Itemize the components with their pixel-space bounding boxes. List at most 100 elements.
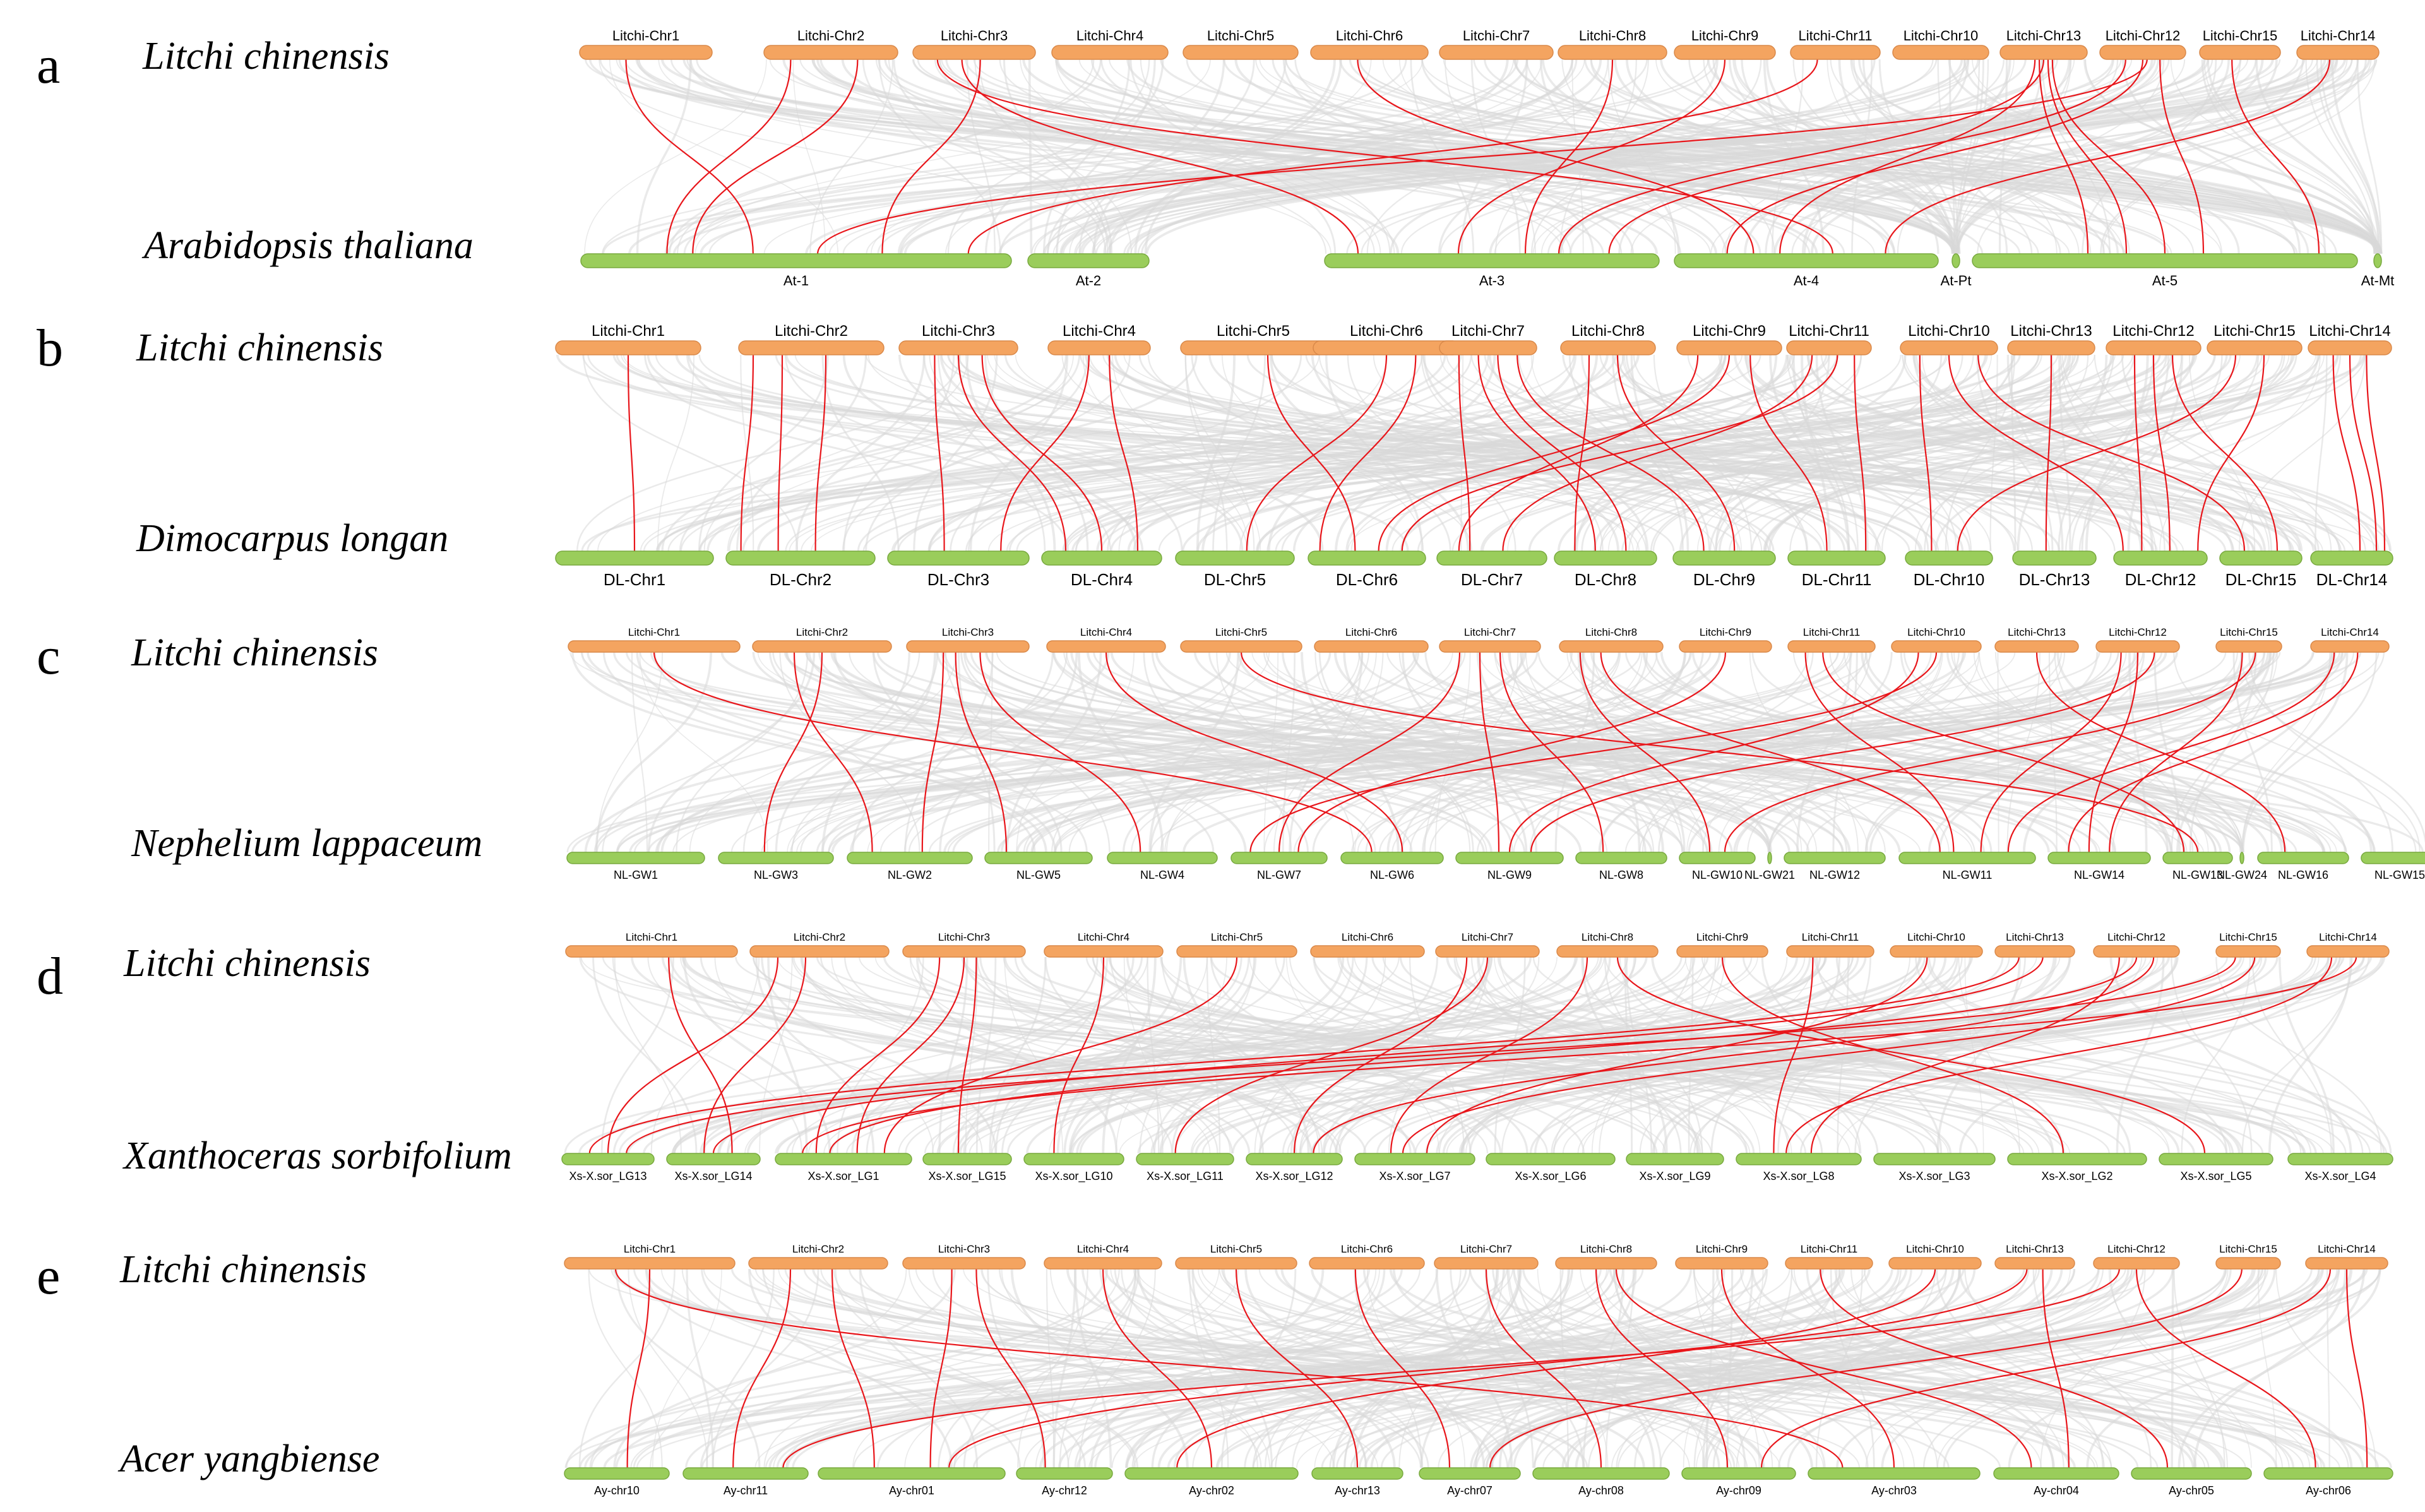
synteny-link (631, 956, 1417, 1154)
synteny-link (800, 956, 1313, 1154)
synteny-link (613, 1268, 956, 1468)
synteny-link (613, 652, 1685, 853)
synteny-link (785, 354, 1813, 552)
synteny-link (1460, 956, 1947, 1154)
synteny-link (727, 956, 1683, 1154)
bottom-chromosome-label: DL-Chr1 (604, 570, 665, 589)
synteny-link (1821, 354, 2366, 552)
bottom-chromosome-bar (561, 1153, 655, 1165)
synteny-link (1936, 956, 2021, 1154)
synteny-link (1401, 652, 1648, 853)
top-species-label: Litchi chinensis (143, 35, 390, 78)
synteny-link (1836, 1268, 2320, 1468)
synteny-link (1194, 652, 2116, 853)
synteny-link (1772, 59, 1804, 254)
bottom-chromosome-bar (1905, 551, 1993, 566)
synteny-link (1311, 956, 2279, 1154)
highlight-link (1246, 354, 1388, 552)
top-chromosome-bar (1787, 640, 1876, 653)
synteny-link (1366, 1268, 1465, 1468)
top-chromosome-bar (1676, 340, 1782, 355)
top-chromosome-label: Litchi-Chr11 (1801, 1243, 1857, 1255)
synteny-link (1921, 354, 2157, 552)
highlight-link (814, 354, 827, 552)
synteny-link (2320, 59, 2382, 254)
synteny-link (967, 59, 996, 254)
synteny-link (1515, 59, 2195, 254)
synteny-link (1599, 354, 2301, 552)
synteny-link (609, 59, 838, 254)
highlight-link (1489, 1268, 2243, 1468)
synteny-link (1032, 652, 2227, 853)
top-chromosome-label: Litchi-Chr5 (1217, 323, 1290, 340)
highlight-link (2171, 354, 2279, 552)
synteny-link (1625, 354, 1929, 552)
highlight-link (1174, 956, 1489, 1154)
synteny-link (727, 354, 1074, 552)
bottom-chromosome-label: NL-GW13 (2172, 869, 2223, 881)
synteny-link (1964, 956, 1984, 1154)
top-chromosome-label: Litchi-Chr6 (1345, 626, 1397, 638)
bottom-chromosome-bar (725, 551, 876, 566)
synteny-link (2238, 354, 2366, 552)
bottom-chromosome-label: DL-Chr12 (2125, 570, 2196, 589)
synteny-link (904, 652, 994, 853)
bottom-chromosome-label: DL-Chr10 (1914, 570, 1985, 589)
synteny-link (631, 652, 648, 853)
synteny-link (1107, 354, 2172, 552)
top-chromosome-label: Litchi-Chr9 (1693, 323, 1766, 340)
synteny-link (1474, 1268, 1768, 1468)
synteny-link (1501, 652, 1886, 853)
synteny-link (1412, 652, 2222, 853)
highlight-link (1516, 354, 1705, 552)
top-chromosome-bar (2106, 340, 2202, 355)
bottom-chromosome-bar (1124, 1467, 1299, 1480)
synteny-link (1293, 652, 1943, 853)
synteny-link (1513, 1268, 1912, 1468)
highlight-link (1574, 354, 1590, 552)
top-chromosome-bar (1786, 945, 1874, 958)
synteny-link (1581, 956, 1668, 1154)
panel-letter: b (37, 319, 63, 378)
highlight-link (1779, 59, 2036, 254)
top-chromosome-bar (902, 1257, 1026, 1270)
synteny-link (1926, 956, 2364, 1154)
highlight-link (588, 956, 2020, 1154)
synteny-link (913, 354, 998, 552)
synteny-link (1765, 354, 2293, 552)
highlight-link (802, 956, 2357, 1154)
synteny-plot: Litchi-Chr1 Litchi-Chr2 Litchi-Chr3 Litchi-… (566, 626, 2425, 881)
synteny-link (1020, 956, 2305, 1154)
synteny-link (762, 1268, 1087, 1468)
synteny-link (1927, 956, 2392, 1154)
bottom-chromosome-label: At-1 (784, 273, 809, 289)
top-chromosome-bar (1674, 45, 1776, 60)
top-chromosome-bar (748, 1257, 888, 1270)
background-links (584, 59, 2383, 254)
top-chromosome-label: Litchi-Chr7 (1463, 28, 1530, 44)
synteny-link (964, 652, 1844, 853)
synteny-link (1609, 1268, 2364, 1468)
highlight-link (1724, 652, 2256, 853)
highlight-link (1721, 956, 2065, 1154)
top-chromosome-bar (2296, 45, 2380, 60)
bottom-chromosome-label: Xs-X.sor_LG7 (1379, 1170, 1450, 1183)
bottom-chromosome-bar (1455, 852, 1564, 864)
highlight-links (627, 354, 2386, 552)
top-chromosome-bar (1180, 340, 1326, 355)
top-chromosome-label: Litchi-Chr12 (2107, 1243, 2166, 1255)
top-chromosome-label: Litchi-Chr7 (1464, 626, 1516, 638)
synteny-link (1376, 956, 2330, 1154)
highlight-link (2042, 1268, 2070, 1468)
synteny-link (1864, 652, 2284, 853)
bottom-chromosome-bar (580, 253, 1012, 268)
bottom-chromosome-label: At-4 (1794, 273, 1819, 289)
synteny-link (1070, 956, 2061, 1154)
top-chromosome-label: Litchi-Chr2 (797, 28, 864, 44)
synteny-link (1259, 956, 1439, 1154)
bottom-chromosome-bar (2012, 551, 2097, 566)
top-chromosome-label: Litchi-Chr9 (1696, 931, 1748, 943)
synteny-link (1718, 652, 1980, 853)
bottom-chromosome-bar (1308, 551, 1426, 566)
bottom-chromosome-bar (1354, 1153, 1475, 1165)
